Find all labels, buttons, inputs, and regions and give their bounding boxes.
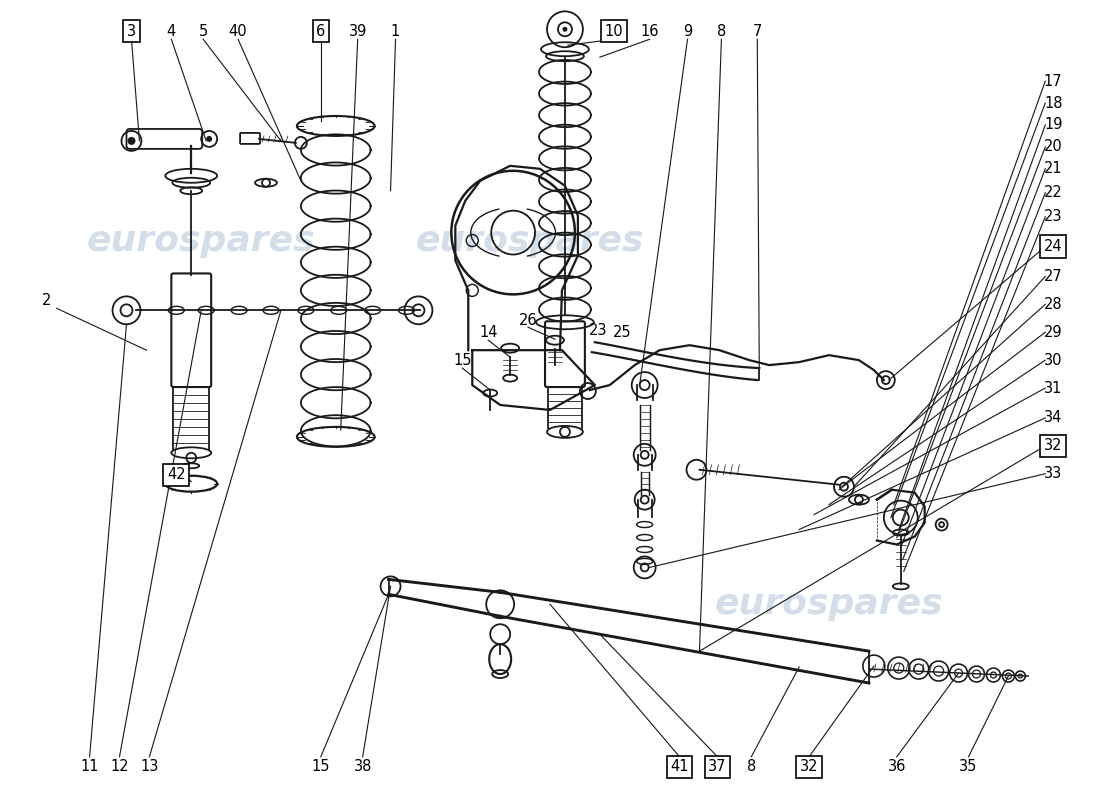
Text: 3: 3: [126, 24, 136, 38]
Text: 35: 35: [959, 759, 978, 774]
Text: 39: 39: [349, 24, 367, 38]
Text: 21: 21: [1044, 162, 1063, 176]
Text: 30: 30: [1044, 353, 1063, 368]
Text: 32: 32: [800, 759, 818, 774]
Text: 4: 4: [167, 24, 176, 38]
Text: 19: 19: [1044, 118, 1063, 133]
Text: 18: 18: [1044, 95, 1063, 110]
Text: 34: 34: [1044, 410, 1063, 426]
Text: 15: 15: [453, 353, 472, 368]
Text: 36: 36: [888, 759, 906, 774]
Text: 26: 26: [519, 313, 538, 328]
Text: 29: 29: [1044, 325, 1063, 340]
Text: 33: 33: [1044, 466, 1063, 482]
Text: 13: 13: [140, 759, 158, 774]
Circle shape: [562, 27, 568, 32]
Text: 16: 16: [640, 24, 659, 38]
Text: 8: 8: [747, 759, 756, 774]
Text: 1: 1: [390, 24, 400, 38]
Text: 20: 20: [1044, 139, 1063, 154]
Text: 14: 14: [478, 325, 497, 340]
Text: eurospares: eurospares: [87, 223, 316, 258]
Text: 27: 27: [1044, 269, 1063, 284]
Text: 41: 41: [670, 759, 689, 774]
Text: 7: 7: [752, 24, 762, 38]
Text: 12: 12: [110, 759, 129, 774]
Text: 22: 22: [1044, 186, 1063, 200]
Text: 10: 10: [605, 24, 623, 38]
Text: 32: 32: [1044, 438, 1063, 454]
Circle shape: [206, 136, 212, 142]
Text: 24: 24: [1044, 239, 1063, 254]
Text: 37: 37: [708, 759, 727, 774]
Text: 11: 11: [80, 759, 99, 774]
Text: 6: 6: [316, 24, 326, 38]
Text: 23: 23: [588, 322, 607, 338]
Text: 23: 23: [1044, 209, 1063, 224]
Text: 5: 5: [199, 24, 208, 38]
Circle shape: [128, 137, 135, 145]
Text: 31: 31: [1044, 381, 1063, 395]
Text: 2: 2: [42, 293, 52, 308]
Text: 28: 28: [1044, 297, 1063, 312]
Text: eurospares: eurospares: [715, 587, 944, 622]
Text: 15: 15: [311, 759, 330, 774]
Text: 8: 8: [717, 24, 726, 38]
Text: 42: 42: [167, 467, 186, 482]
Text: eurospares: eurospares: [416, 223, 645, 258]
Text: 38: 38: [353, 759, 372, 774]
Text: 17: 17: [1044, 74, 1063, 89]
Text: 9: 9: [683, 24, 692, 38]
Text: 25: 25: [613, 325, 631, 340]
Text: 40: 40: [229, 24, 248, 38]
